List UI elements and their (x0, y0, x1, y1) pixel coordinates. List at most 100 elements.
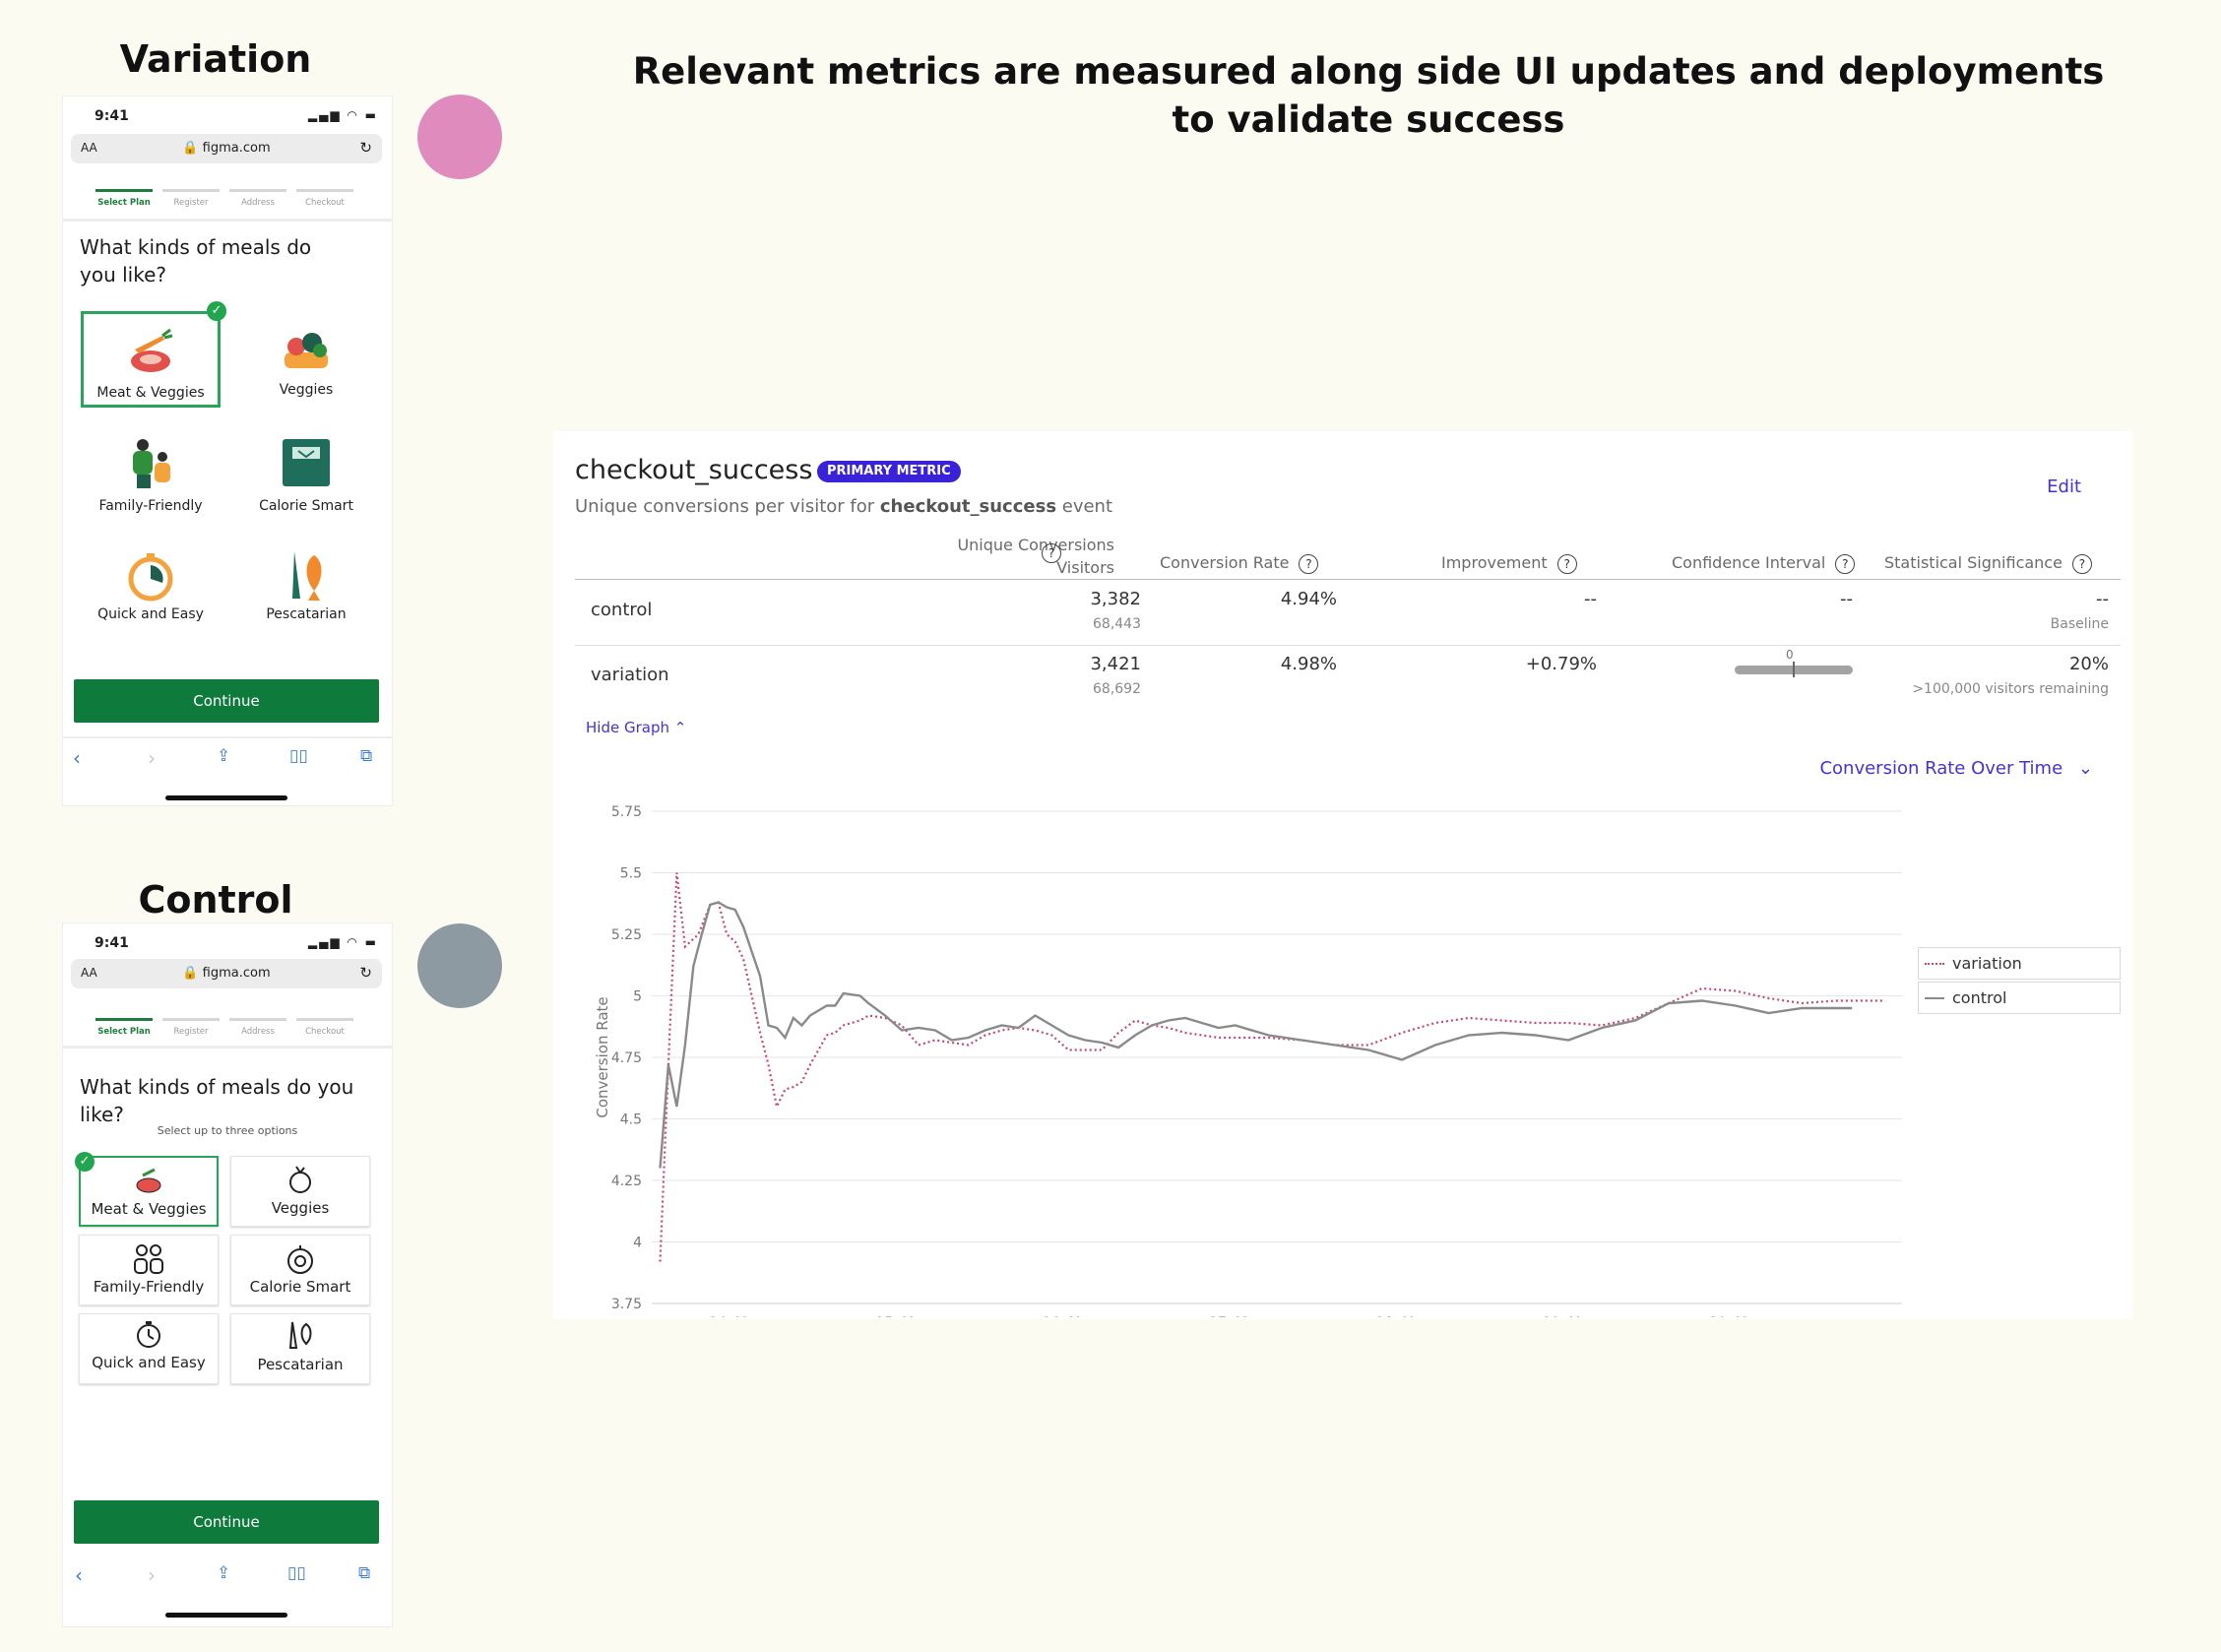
bookmarks-icon[interactable]: ▯▯ (287, 1563, 306, 1583)
y-tick-label: 4.5 (620, 1112, 642, 1128)
variation-color-dot (417, 95, 502, 179)
option-label: Family-Friendly (93, 1278, 205, 1296)
browser-toolbar: ‹ › ⇪ ▯▯ ⧉ (63, 1563, 392, 1593)
share-icon[interactable]: ⇪ (217, 1563, 231, 1583)
primary-metric-badge: PRIMARY METRIC (817, 461, 961, 482)
option-meat-veggies[interactable]: Meat & Veggies (79, 1156, 219, 1227)
y-tick-label: 5 (633, 989, 642, 1005)
quick-easy-timer-icon (80, 1318, 218, 1350)
tabs-icon[interactable]: ⧉ (358, 1563, 371, 1583)
option-pescatarian[interactable]: Pescatarian (236, 536, 376, 632)
back-icon[interactable]: ‹ (73, 746, 81, 770)
control-conversions: 3,382 (1090, 589, 1141, 609)
continue-button[interactable]: Continue (74, 1500, 379, 1544)
option-quick-and-easy[interactable]: Quick and Easy (79, 1313, 219, 1384)
row-name-variation: variation (591, 665, 669, 685)
help-icon[interactable]: ? (2071, 553, 2092, 574)
family-friendly-icon (80, 1243, 218, 1275)
option-label: Quick and Easy (92, 1354, 206, 1371)
status-time: 9:41 (95, 108, 129, 124)
progress-steps: Select Plan Register Address Checkout (95, 189, 355, 211)
option-veggies[interactable]: Veggies (236, 311, 376, 408)
status-icons: ▂▄▆ ◠ ▬ (307, 935, 378, 949)
back-icon[interactable]: ‹ (75, 1563, 83, 1587)
address-bar[interactable]: AA 🔒 figma.com ↻ (71, 959, 382, 988)
meat-veggies-icon (81, 1166, 217, 1197)
selected-check-icon: ✓ (75, 1152, 95, 1172)
chevron-up-icon: ⌃ (673, 719, 687, 736)
help-icon[interactable]: ? (1299, 553, 1319, 574)
metric-panel: checkout_success PRIMARY METRIC Unique c… (553, 431, 2132, 1319)
help-icon[interactable]: ? (1556, 553, 1577, 574)
home-indicator (165, 795, 287, 800)
header-conversion-rate: Conversion Rate? (1160, 553, 1319, 574)
control-phone: 9:41 ▂▄▆ ◠ ▬ AA 🔒 figma.com ↻ Select Pla… (63, 923, 392, 1626)
y-tick-label: 4.75 (611, 1050, 642, 1066)
option-family-friendly[interactable]: Family-Friendly (79, 1235, 219, 1305)
question-heading: What kinds of meals do you like? (80, 235, 312, 286)
calorie-smart-icon (236, 437, 376, 486)
step-select-plan: Select Plan (95, 1018, 153, 1037)
legend-item-control[interactable]: control (1918, 982, 2121, 1014)
url-label: figma.com (202, 966, 271, 981)
ci-zero-label: 0 (1786, 648, 1794, 662)
option-pescatarian[interactable]: Pescatarian (230, 1313, 370, 1384)
variation-phone: 9:41 ▂▄▆ ◠ ▬ AA 🔒 figma.com ↻ Select Pla… (63, 96, 392, 805)
url-text: 🔒 figma.com (71, 141, 382, 156)
chart-type-selector[interactable]: Conversion Rate Over Time ⌄ (1819, 758, 2093, 779)
reload-icon[interactable]: ↻ (359, 964, 372, 982)
legend-item-variation[interactable]: variation (1918, 947, 2121, 980)
question-heading: What kinds of meals do you like? (80, 1075, 354, 1126)
question-subtitle: Select up to three options (157, 1124, 298, 1137)
conversion-rate-chart: 5.75 5.5 5.25 5 4.75 4.5 4.25 4 3.75 14. Mar 15. M… (594, 804, 1902, 1317)
help-icon[interactable]: ? (1042, 543, 1061, 563)
option-label: Family-Friendly (98, 498, 203, 514)
share-icon[interactable]: ⇪ (217, 746, 231, 766)
help-icon[interactable]: ? (1835, 553, 1856, 574)
y-axis-label: Conversion Rate (594, 996, 611, 1117)
control-significance: -- (2096, 589, 2109, 609)
header-improvement: Improvement? (1441, 553, 1577, 574)
option-label: Meat & Veggies (91, 1200, 207, 1218)
header-unique-conversions: Unique Conversions Visitors (957, 536, 1114, 577)
option-veggies[interactable]: Veggies (230, 1156, 370, 1227)
lock-icon: 🔒 (182, 966, 199, 981)
veggies-icon (236, 325, 376, 374)
x-tick-label: 19. Mar (1543, 1315, 1595, 1317)
visitors-remaining: >100,000 visitors remaining (1912, 681, 2109, 697)
text-size-button[interactable]: AA (81, 141, 97, 155)
option-label: Calorie Smart (249, 1278, 351, 1296)
edit-link[interactable]: Edit (2047, 477, 2081, 497)
option-meat-veggies[interactable]: Meat & Veggies (81, 311, 221, 408)
option-calorie-smart[interactable]: Calorie Smart (236, 423, 376, 520)
forward-icon[interactable]: › (148, 1563, 156, 1587)
x-tick-label: 20. Mar (1709, 1315, 1761, 1317)
url-text: 🔒 figma.com (71, 966, 382, 981)
bookmarks-icon[interactable]: ▯▯ (289, 746, 308, 766)
lock-icon: 🔒 (182, 141, 199, 156)
address-bar[interactable]: AA 🔒 figma.com ↻ (71, 134, 382, 163)
x-tick-label: 16. Mar (1043, 1315, 1095, 1317)
veggies-icon (231, 1165, 369, 1196)
continue-button[interactable]: Continue (74, 679, 379, 723)
tabs-icon[interactable]: ⧉ (360, 746, 373, 766)
variation-label: Variation (119, 37, 312, 81)
control-rate: 4.94% (1280, 589, 1337, 609)
option-family-friendly[interactable]: Family-Friendly (81, 423, 221, 520)
forward-icon[interactable]: › (148, 746, 156, 770)
status-icons: ▂▄▆ ◠ ▬ (307, 108, 378, 122)
option-label: Calorie Smart (259, 498, 353, 514)
reload-icon[interactable]: ↻ (359, 139, 372, 157)
y-tick-label: 4 (633, 1236, 642, 1251)
hide-graph-toggle[interactable]: Hide Graph ⌃ (586, 719, 687, 736)
control-baseline: Baseline (2050, 616, 2109, 632)
option-label: Pescatarian (266, 606, 347, 622)
y-tick-label: 3.75 (611, 1297, 642, 1312)
option-calorie-smart[interactable]: Calorie Smart (230, 1235, 370, 1305)
option-quick-and-easy[interactable]: Quick and Easy (81, 536, 221, 632)
confidence-interval-bar: 0 (1735, 648, 1853, 679)
variation-rate: 4.98% (1280, 654, 1337, 674)
step-address: Address (229, 1018, 286, 1037)
option-label: Quick and Easy (97, 606, 204, 622)
text-size-button[interactable]: AA (81, 966, 97, 980)
